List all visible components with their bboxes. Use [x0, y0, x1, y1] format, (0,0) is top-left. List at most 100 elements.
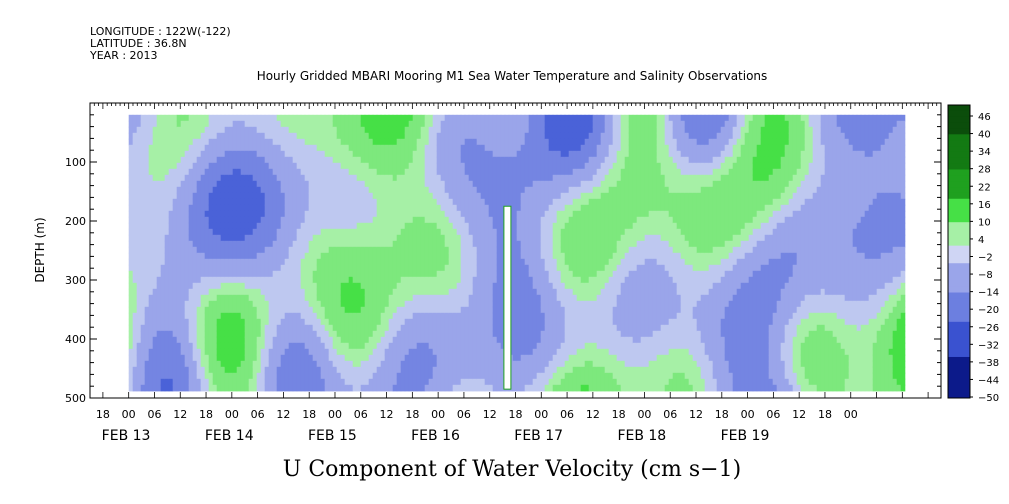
heatmap-cell: [380, 282, 386, 290]
heatmap-cell: [264, 372, 270, 380]
heatmap-cell: [440, 342, 446, 350]
heatmap-cell: [216, 378, 222, 386]
heatmap-cell: [280, 150, 286, 158]
heatmap-cell: [236, 252, 242, 260]
heatmap-cell: [164, 384, 170, 392]
heatmap-cell: [176, 282, 182, 290]
heatmap-cell: [148, 294, 154, 302]
heatmap-cell: [220, 372, 226, 380]
heatmap-cell: [212, 288, 218, 296]
heatmap-cell: [344, 216, 350, 224]
heatmap-cell: [556, 324, 562, 332]
heatmap-cell: [424, 288, 430, 296]
heatmap-cell: [356, 162, 362, 170]
heatmap-cell: [364, 318, 370, 326]
heatmap-cell: [208, 252, 214, 260]
heatmap-cell: [352, 162, 358, 170]
heatmap-cell: [472, 312, 478, 320]
heatmap-cell: [456, 186, 462, 194]
heatmap-cell: [184, 198, 190, 206]
heatmap-cell: [444, 162, 450, 170]
heatmap-cell: [180, 324, 186, 332]
heatmap-cell: [400, 174, 406, 182]
heatmap-cell: [392, 384, 398, 392]
heatmap-cell: [160, 336, 166, 344]
heatmap-cell: [204, 330, 210, 338]
heatmap-cell: [448, 354, 454, 362]
heatmap-cell: [500, 252, 506, 260]
heatmap-cell: [248, 126, 254, 134]
heatmap-cell: [164, 312, 170, 320]
heatmap-cell: [524, 264, 530, 272]
heatmap-cell: [140, 144, 146, 152]
heatmap-cell: [180, 192, 186, 200]
heatmap-cell: [292, 306, 298, 314]
heatmap-cell: [364, 210, 370, 218]
heatmap-cell: [224, 228, 230, 236]
heatmap-cell: [304, 360, 310, 368]
heatmap-cell: [196, 234, 202, 242]
heatmap-cell: [360, 360, 366, 368]
heatmap-cell: [472, 114, 478, 122]
heatmap-cell: [264, 348, 270, 356]
heatmap-cell: [324, 300, 330, 308]
heatmap-cell: [228, 294, 234, 302]
heatmap-cell: [428, 360, 434, 368]
heatmap-cell: [456, 132, 462, 140]
heatmap-cell: [548, 264, 554, 272]
heatmap-cell: [304, 192, 310, 200]
heatmap-cell: [496, 342, 502, 350]
heatmap-cell: [516, 120, 522, 128]
heatmap-cell: [144, 282, 150, 290]
heatmap-cell: [232, 366, 238, 374]
heatmap-cell: [132, 288, 138, 296]
heatmap-cell: [348, 246, 354, 254]
heatmap-cell: [440, 174, 446, 182]
heatmap-cell: [164, 336, 170, 344]
heatmap-cell: [388, 186, 394, 194]
heatmap-cell: [496, 156, 502, 164]
heatmap-cell: [420, 162, 426, 170]
heatmap-cell: [536, 300, 542, 308]
heatmap-cell: [376, 234, 382, 242]
heatmap-cell: [200, 384, 206, 392]
heatmap-cell: [552, 336, 558, 344]
heatmap-cell: [376, 366, 382, 374]
heatmap-cell: [524, 228, 530, 236]
heatmap-cell: [232, 132, 238, 140]
heatmap-cell: [532, 234, 538, 242]
heatmap-cell: [352, 252, 358, 260]
heatmap-cell: [224, 318, 230, 326]
heatmap-cell: [352, 174, 358, 182]
heatmap-cell: [372, 258, 378, 266]
heatmap-cell: [520, 282, 526, 290]
heatmap-cell: [468, 150, 474, 158]
heatmap-cell: [228, 150, 234, 158]
heatmap-cell: [440, 318, 446, 326]
heatmap-cell: [528, 252, 534, 260]
heatmap-cell: [296, 222, 302, 230]
heatmap-cell: [496, 234, 502, 242]
heatmap-cell: [204, 144, 210, 152]
heatmap-cell: [292, 240, 298, 248]
heatmap-cell: [136, 336, 142, 344]
heatmap-cell: [184, 138, 190, 146]
heatmap-cell: [252, 270, 258, 278]
heatmap-cell: [424, 270, 430, 278]
heatmap-cell: [224, 180, 230, 188]
heatmap-cell: [492, 264, 498, 272]
heatmap-cell: [380, 354, 386, 362]
heatmap-cell: [500, 330, 506, 338]
heatmap-cell: [160, 384, 166, 392]
heatmap-cell: [516, 366, 522, 374]
heatmap-cell: [184, 282, 190, 290]
heatmap-cell: [324, 138, 330, 146]
heatmap-cell: [440, 294, 446, 302]
heatmap-cell: [304, 246, 310, 254]
heatmap-cell: [236, 360, 242, 368]
heatmap-cell: [296, 144, 302, 152]
heatmap-cell: [520, 198, 526, 206]
heatmap-cell: [444, 150, 450, 158]
heatmap-cell: [224, 270, 230, 278]
heatmap-cell: [552, 324, 558, 332]
